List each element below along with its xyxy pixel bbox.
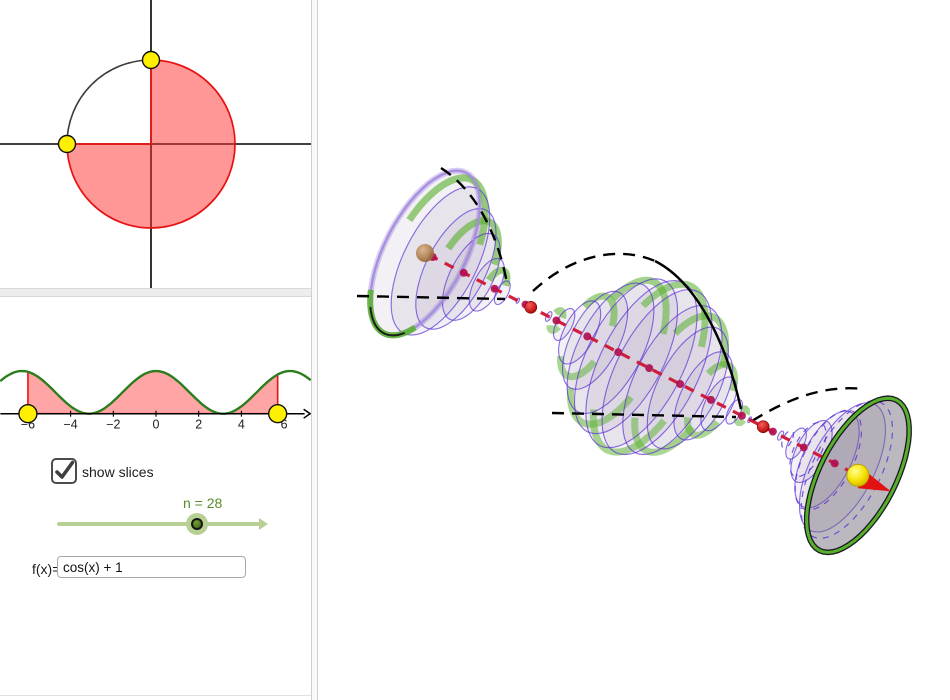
slice-band bbox=[557, 355, 598, 381]
slice-ring bbox=[673, 351, 734, 441]
x-tick-label: 4 bbox=[238, 418, 245, 432]
slice-band bbox=[589, 409, 667, 456]
checkmark-icon bbox=[55, 460, 75, 479]
rotation-handle-top[interactable] bbox=[141, 50, 161, 70]
interval-endpoint-right[interactable] bbox=[267, 404, 288, 424]
function-input-label: f(x)= bbox=[32, 561, 61, 577]
section-cut-line bbox=[751, 387, 865, 423]
show-slices-checkbox[interactable] bbox=[51, 458, 77, 484]
show-slices-label: show slices bbox=[82, 464, 154, 480]
rotation-angle-view[interactable] bbox=[0, 0, 311, 288]
slice-band bbox=[640, 280, 709, 348]
circle-arc-unswept bbox=[66, 59, 152, 145]
axis-sample-point bbox=[768, 427, 777, 436]
x-tick-label: 2 bbox=[195, 418, 202, 432]
slice-band bbox=[733, 417, 747, 426]
solid-of-revolution-3d-view[interactable] bbox=[318, 0, 950, 700]
slice-band bbox=[631, 417, 695, 456]
axis-sample-point bbox=[614, 348, 623, 357]
left-rim-dark bbox=[369, 306, 406, 337]
panel-divider-vertical[interactable] bbox=[311, 0, 318, 700]
section-cut-line bbox=[440, 166, 509, 284]
slice-ring bbox=[747, 416, 753, 424]
rotation-handle-left[interactable] bbox=[57, 134, 77, 154]
axis-sample-point bbox=[459, 268, 468, 277]
slice-band bbox=[610, 276, 670, 335]
solid-3d-canvas bbox=[356, 166, 913, 556]
slice-band bbox=[553, 307, 567, 320]
right-rim-green bbox=[805, 396, 911, 554]
section-cut-line bbox=[356, 294, 506, 301]
slider-n-value-label: n = 28 bbox=[183, 495, 223, 511]
slider-thumb-knob bbox=[191, 518, 203, 530]
x-tick-label: −2 bbox=[106, 418, 120, 432]
slice-band bbox=[739, 405, 750, 416]
axis-of-rotation bbox=[427, 253, 850, 472]
axis-sample-point bbox=[799, 443, 808, 452]
x-tick-label: −4 bbox=[64, 418, 78, 432]
inner-ring-dashed bbox=[781, 429, 794, 449]
axis-sample-point bbox=[830, 459, 839, 468]
slice-band bbox=[546, 324, 561, 334]
axis-sample-point bbox=[737, 411, 746, 420]
x-tick-label: 6 bbox=[281, 418, 288, 432]
axis-sample-point bbox=[645, 364, 654, 373]
function-input[interactable] bbox=[57, 556, 246, 578]
rotation-sector bbox=[66, 59, 236, 229]
surface-disk bbox=[442, 233, 501, 321]
function-curve bbox=[0, 369, 311, 415]
left-endpoint-sphere[interactable] bbox=[416, 244, 434, 262]
pinch-point bbox=[524, 300, 538, 314]
slider-n-track[interactable] bbox=[57, 518, 268, 530]
surface-disk bbox=[777, 431, 784, 441]
axis-sample-point bbox=[552, 316, 561, 325]
x-tick-label: 0 bbox=[153, 418, 160, 432]
axis-sample-point bbox=[583, 332, 592, 341]
slice-band bbox=[445, 217, 502, 266]
inner-ring-dashed bbox=[789, 421, 827, 478]
slice-band bbox=[406, 174, 489, 246]
section-cut-line bbox=[654, 259, 743, 410]
slice-ring bbox=[777, 430, 785, 441]
function-graph-canvas: −6 −4 −2 0 2 4 6 bbox=[0, 369, 311, 432]
slider-n-thumb[interactable] bbox=[186, 513, 208, 535]
panel-divider-horizontal[interactable] bbox=[0, 288, 311, 297]
surface-disk bbox=[799, 402, 886, 532]
interval-endpoint-left[interactable] bbox=[18, 404, 38, 424]
slice-ring bbox=[468, 257, 505, 312]
slice-ring bbox=[558, 300, 602, 365]
surface-disk bbox=[790, 420, 833, 483]
axis-sample-point bbox=[707, 395, 715, 404]
axis-sample-point bbox=[490, 284, 499, 293]
inner-ring-dashed bbox=[794, 409, 862, 511]
surface-disk bbox=[785, 428, 807, 459]
right-endpoint-sphere[interactable] bbox=[846, 463, 870, 487]
x-axis-arrow bbox=[303, 408, 311, 419]
section-cut-line bbox=[532, 252, 656, 292]
slice-ring bbox=[566, 282, 655, 415]
slice-ring bbox=[585, 280, 698, 449]
axis-sample-point bbox=[676, 380, 685, 388]
slice-band bbox=[684, 416, 721, 439]
rotation-angle-canvas bbox=[0, 0, 311, 288]
function-graph-view[interactable]: −6 −4 −2 0 2 4 6 bbox=[0, 297, 311, 696]
slice-ring bbox=[725, 398, 743, 425]
slice-band bbox=[672, 312, 729, 368]
slice-ring bbox=[390, 186, 491, 336]
pinch-point bbox=[756, 420, 770, 434]
section-cut-line bbox=[551, 411, 737, 419]
